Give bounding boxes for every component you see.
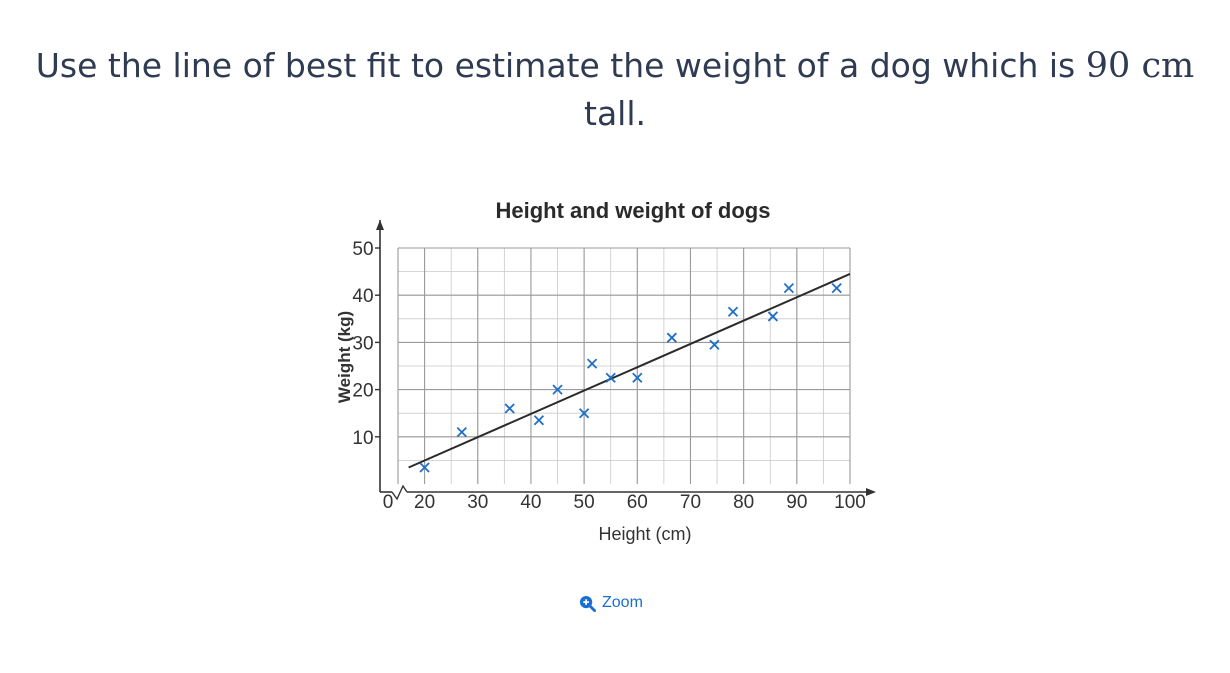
chart-svg: 10 20 30 40 50 0 20 30 40 50 60 70 80 90 100 Height and…: [335, 198, 876, 544]
data-point: [727, 306, 739, 317]
data-point-stroke: [578, 408, 590, 419]
x-axis-label: Height (cm): [598, 524, 691, 544]
math-space: [1130, 46, 1141, 86]
question-text-before: Use the line of best fit to estimate the…: [35, 46, 1086, 85]
data-point: [533, 415, 545, 426]
x-tick-label: 40: [520, 492, 541, 513]
data-point-stroke: [831, 282, 842, 294]
y-axis-arrow: [376, 220, 384, 230]
math-value: 90: [1085, 46, 1131, 86]
x-tick-label: 90: [786, 492, 807, 513]
x-tick-label: 30: [467, 492, 488, 513]
data-point: [504, 403, 515, 414]
zoom-label: Zoom: [602, 594, 643, 611]
data-point: [586, 358, 598, 369]
y-axis-label: Weight (kg): [335, 311, 354, 403]
data-point-stroke: [727, 306, 739, 317]
data-point-stroke: [586, 358, 598, 369]
x-tick-label: 20: [414, 492, 435, 513]
data-point: [456, 426, 467, 438]
data-point-stroke: [783, 282, 794, 294]
data-point-stroke: [504, 403, 515, 414]
data-point-stroke: [552, 384, 563, 395]
data-point-stroke: [632, 372, 643, 383]
best-fit-line: [408, 273, 851, 469]
math-unit: cm: [1141, 46, 1195, 86]
data-point-stroke: [709, 339, 720, 350]
data-point: [783, 282, 794, 294]
data-point: [767, 311, 779, 322]
y-tick-label: 50: [352, 239, 373, 260]
zoom-in-icon: [579, 595, 596, 612]
data-point: [632, 372, 643, 383]
data-point: [419, 462, 430, 473]
data-point: [605, 372, 616, 383]
y-tick-label: 40: [352, 286, 373, 307]
data-point: [578, 408, 590, 419]
data-point-stroke: [605, 372, 616, 383]
data-point: [666, 332, 677, 343]
x-tick-label: 60: [627, 492, 648, 513]
chart-title: Height and weight of dogs: [496, 198, 771, 223]
x-tick-label: 100: [834, 492, 866, 513]
zoom-button[interactable]: Zoom: [579, 594, 643, 612]
data-point-stroke: [767, 311, 779, 322]
question-text-after: tall.: [584, 94, 646, 133]
y-tick-label: 20: [352, 381, 373, 402]
data-point: [709, 339, 720, 350]
y-tick-label: 10: [352, 428, 373, 449]
data-point-stroke: [456, 426, 467, 438]
data-point: [831, 282, 842, 294]
data-point: [552, 384, 563, 395]
x-tick-label: 70: [680, 492, 701, 513]
data-point-stroke: [533, 415, 545, 426]
x-axis-arrow: [866, 488, 876, 496]
data-point-stroke: [666, 332, 677, 343]
y-tick-label: 30: [352, 333, 373, 354]
axis-break: [391, 484, 408, 501]
x-tick-label: 50: [574, 492, 595, 513]
origin-label: 0: [383, 492, 394, 513]
scatter-chart: 10 20 30 40 50 0 20 30 40 50 60 70 80 90 100 Height and…: [300, 188, 900, 568]
x-tick-label: 80: [733, 492, 754, 513]
question-text: Use the line of best fit to estimate the…: [20, 42, 1210, 137]
data-point-stroke: [419, 462, 430, 473]
